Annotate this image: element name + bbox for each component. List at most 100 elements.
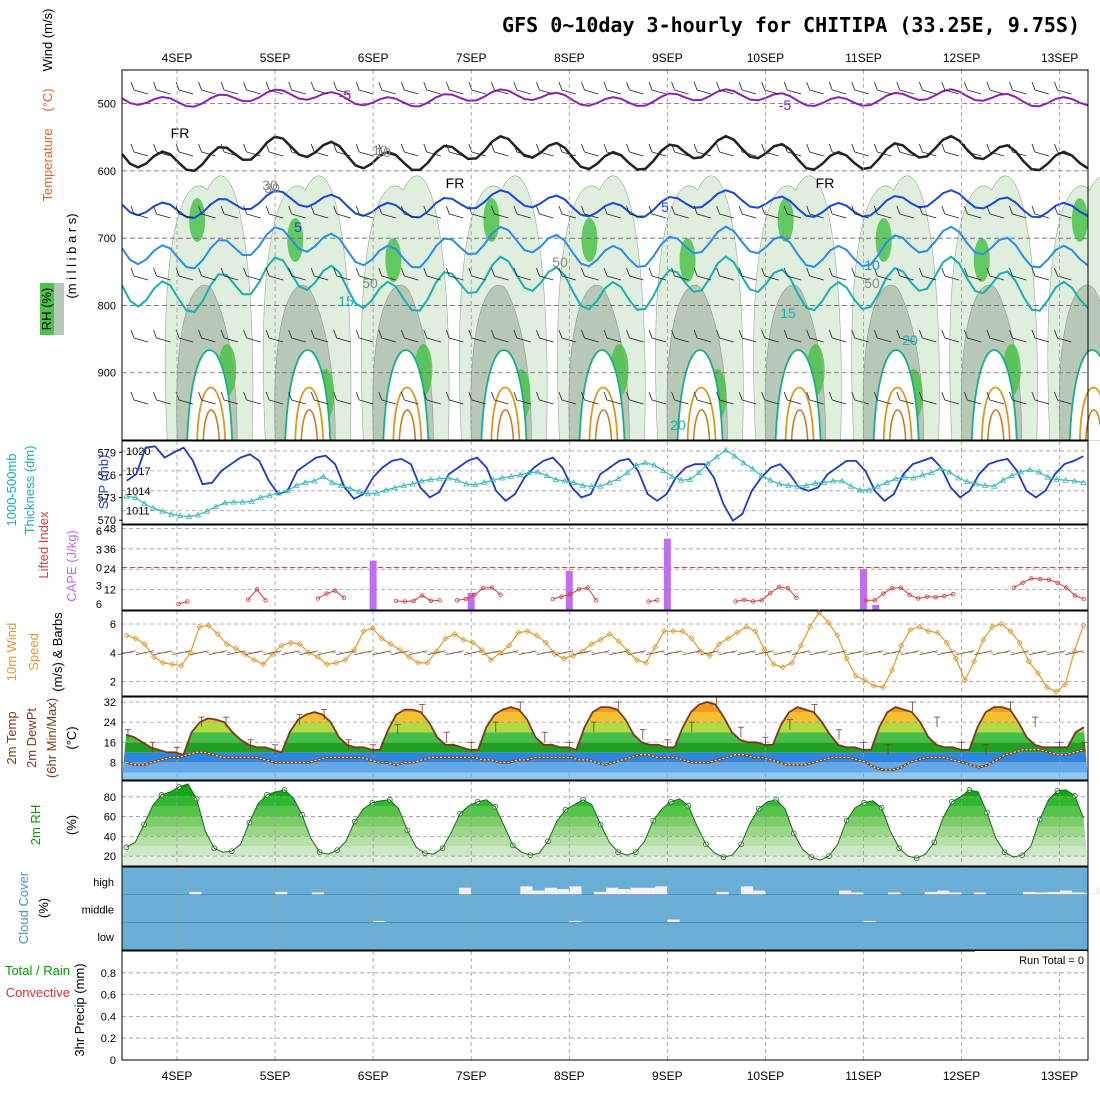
wind-barb-flag: [468, 391, 473, 401]
temp-contour-30: [987, 409, 1005, 441]
wind-barb: [944, 275, 959, 281]
wind-point: [806, 623, 814, 630]
wind-barb-10m: [591, 650, 610, 656]
wind-barb: [269, 213, 284, 219]
cloud-high-bar: [1035, 892, 1048, 895]
wind-barb-flag: [783, 143, 788, 153]
rh-tick: 80: [104, 792, 116, 804]
wind-barb-flag: [896, 391, 901, 401]
temp-band: [122, 742, 1088, 753]
x-tick-bottom: 12SEP: [943, 1069, 980, 1083]
wind-barb-flag: [355, 143, 360, 153]
wind-barb: [606, 89, 622, 95]
wind-barb: [1012, 337, 1027, 343]
wind-barb: [156, 399, 171, 405]
wind-barb: [269, 89, 284, 95]
wind-barb-flag: [445, 81, 450, 91]
cloud-high-bar: [716, 891, 729, 895]
wind-barb: [854, 275, 869, 281]
wind-barb: [742, 399, 757, 405]
wind-barb: [336, 151, 351, 157]
wind-barb-flag: [310, 391, 315, 401]
chart-title: GFS 0~10day 3-hourly for CHITIPA (33.25E…: [502, 13, 1080, 37]
rh-region-moist: [385, 238, 402, 282]
tick-label: 576: [98, 470, 116, 482]
temp-contour-30: [398, 409, 417, 441]
wind-barb: [246, 399, 261, 405]
wind-barb: [359, 89, 374, 95]
wind-barb: [246, 89, 261, 95]
cloud-level-label: high: [93, 877, 114, 889]
wind-barb-flag: [806, 81, 811, 91]
wind-point: [624, 648, 631, 655]
tick-label: 570: [98, 515, 116, 527]
wind-barb-flag: [220, 143, 225, 153]
wind-barb-flag: [738, 205, 743, 215]
wind-barb-flag: [310, 81, 315, 91]
wind-barb: [1012, 89, 1027, 95]
wind-barb-flag: [378, 391, 383, 401]
li-point: [324, 591, 329, 596]
wind-barb: [944, 89, 959, 95]
rh-line: [126, 783, 1085, 861]
wind-barb: [223, 151, 239, 157]
x-tick-top: 11SEP: [845, 51, 881, 65]
wind-barb: [246, 275, 261, 281]
wind-barb: [944, 337, 959, 343]
wind-barb: [404, 337, 419, 343]
cloud-middle-bar: [863, 920, 876, 923]
wind-barb: [516, 337, 532, 343]
x-tick-top: 13SEP: [1041, 51, 1078, 65]
wind-barb: [764, 275, 779, 281]
wind-barb-flag: [243, 205, 247, 215]
wind-barb: [449, 151, 464, 157]
wind-barb-flag: [378, 81, 383, 91]
wind-barb: [178, 89, 194, 95]
wind-barb: [539, 213, 554, 219]
wind-barb-flag: [1031, 81, 1036, 91]
x-tick-bottom: 7SEP: [456, 1069, 487, 1083]
wind-barb-10m: [518, 650, 537, 656]
wind-barb: [1034, 337, 1050, 343]
li-tick: 3: [96, 544, 102, 556]
wind-barb-flag: [243, 143, 247, 153]
wind-barb: [471, 275, 486, 281]
wind-barb-flag: [671, 81, 675, 91]
contour-label: 20: [902, 332, 918, 348]
slp-line: [126, 445, 1084, 523]
wind-barb-10m: [882, 650, 902, 656]
wind-barb: [719, 89, 734, 95]
wind-barb: [449, 337, 464, 343]
wind-barb-flag: [198, 81, 202, 91]
wind-barb-flag: [536, 81, 540, 91]
contour-label: FR: [816, 175, 835, 191]
wind-barb: [269, 151, 284, 157]
thickness-line: [126, 449, 1084, 518]
rh-tick: 40: [104, 831, 116, 843]
wind-barb-flag: [851, 329, 856, 339]
wind-barb: [336, 399, 351, 405]
x-tick-bottom: 11SEP: [845, 1069, 881, 1083]
cape-bar: [467, 593, 475, 610]
wind-barb-flag: [1031, 143, 1036, 153]
wind-barb: [404, 275, 419, 281]
wind-barb-flag: [265, 143, 270, 153]
wind-barb-flag: [198, 267, 202, 277]
wind-barb-flag: [333, 391, 338, 401]
wind-point: [1080, 622, 1087, 629]
wind-barb-flag: [558, 81, 563, 91]
x-tick-bottom: 6SEP: [358, 1069, 389, 1083]
wind-barb-flag: [175, 391, 180, 401]
wind-barb: [471, 151, 486, 157]
x-tick-top: 7SEP: [456, 51, 487, 65]
li-line: [317, 590, 345, 599]
temp-contour-10: [121, 225, 1089, 270]
wind-point: [1016, 639, 1023, 646]
temp-contour-30: [888, 409, 907, 441]
wind-barb: [899, 337, 914, 343]
cape-label: CAPE (J/kg): [64, 530, 79, 602]
wind-barb-10m: [317, 650, 337, 656]
cloud-middle-bar: [373, 920, 386, 923]
temp-contour-30: [1085, 409, 1100, 441]
wind-barb: [1057, 151, 1072, 157]
